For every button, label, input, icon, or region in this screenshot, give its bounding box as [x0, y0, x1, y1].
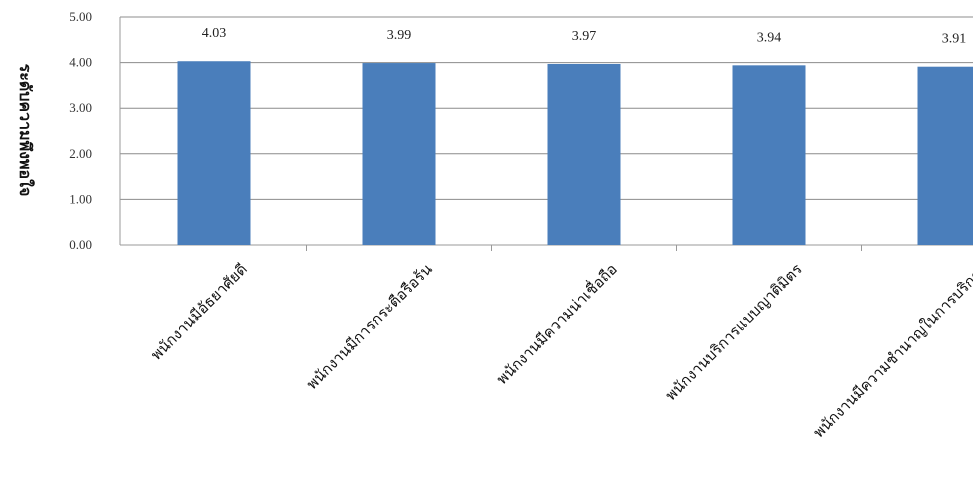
data-label: 3.99 [387, 28, 412, 43]
bars [178, 61, 973, 245]
y-tick-label: 1.00 [69, 191, 92, 206]
y-axis-title: ระดับความพึงพอใจ [16, 64, 35, 197]
bar [363, 63, 436, 245]
data-label: 3.94 [757, 30, 782, 45]
y-tick-label: 3.00 [69, 100, 92, 115]
data-label: 3.91 [942, 32, 967, 47]
y-tick-label: 2.00 [69, 146, 92, 161]
data-label: 3.97 [572, 29, 597, 44]
bar [918, 67, 973, 245]
category-label: พนักงานมีความชำนาญในการบริการ [810, 260, 973, 441]
category-label: พนักงานมีการกระตือรือร้น [303, 260, 436, 393]
bar [178, 61, 251, 245]
y-tick-label: 0.00 [69, 237, 92, 252]
y-tick-label: 5.00 [69, 9, 92, 24]
data-label: 4.03 [202, 26, 227, 41]
y-tick-label: 4.00 [69, 55, 92, 70]
category-label: พนักงานบริการแบบญาติมิตร [662, 260, 806, 404]
category-label: พนักงานมีความน่าเชื่อถือ [491, 259, 620, 388]
bar [733, 65, 806, 245]
category-label: พนักงานมีอัธยาศัยดี [147, 260, 251, 364]
bar [548, 64, 621, 245]
